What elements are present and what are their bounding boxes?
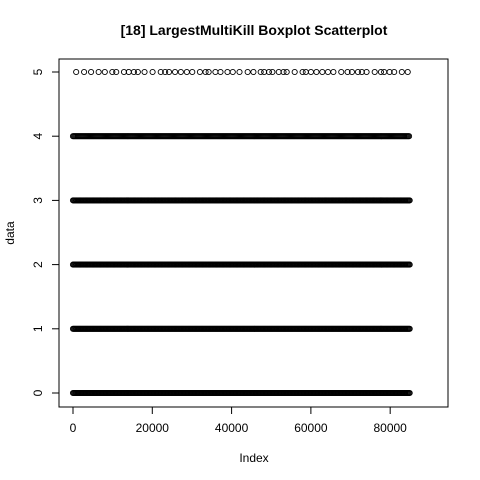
data-point (244, 68, 251, 76)
data-point (406, 197, 413, 204)
y-tick-label: 1 (31, 325, 45, 332)
data-point (250, 68, 257, 76)
data-point (371, 68, 378, 76)
plot-frame (58, 58, 449, 408)
data-point (157, 68, 164, 76)
data-point (109, 68, 116, 76)
data-point (404, 68, 411, 76)
data-point (165, 68, 173, 76)
data-point (313, 68, 320, 76)
data-point (73, 68, 80, 76)
x-tick-label: 40000 (215, 421, 249, 435)
data-point (269, 68, 276, 76)
data-point (265, 68, 273, 76)
data-point (386, 68, 393, 76)
data-point (338, 68, 345, 76)
data-point (113, 68, 120, 76)
x-tick-label: 20000 (136, 421, 170, 435)
data-point (363, 68, 370, 76)
data-point (224, 68, 231, 76)
data-point (405, 133, 413, 140)
data-point (354, 68, 362, 76)
data-point (141, 68, 148, 76)
data-point (229, 68, 236, 76)
data-point (324, 68, 332, 76)
data-point (381, 68, 388, 76)
data-point (177, 68, 184, 76)
data-point (406, 325, 413, 332)
data-point (377, 68, 384, 76)
data-point (212, 68, 219, 76)
data-point (348, 68, 356, 76)
data-point (95, 68, 102, 76)
data-point (406, 389, 413, 397)
data-point (196, 68, 203, 76)
data-point (205, 68, 212, 76)
data-point (391, 68, 398, 76)
data-point (217, 68, 224, 76)
data-point (236, 68, 243, 76)
data-point (162, 68, 169, 76)
data-point (275, 68, 282, 76)
data-point (183, 68, 190, 76)
data-points (69, 68, 413, 397)
y-tick-label: 3 (31, 197, 45, 204)
y-tick-label: 2 (31, 261, 45, 268)
data-point (189, 68, 196, 76)
y-tick-label: 5 (31, 68, 45, 75)
x-axis: 0 20000 40000 60000 80000 (70, 406, 410, 435)
y-axis: 0 1 2 3 4 5 (31, 68, 60, 396)
data-point (344, 68, 351, 76)
data-point (130, 68, 137, 76)
data-point (307, 68, 315, 76)
y-axis-label: data (3, 221, 17, 245)
data-point (330, 68, 337, 76)
data-point (283, 68, 290, 76)
data-point (101, 68, 108, 76)
chart-title: [18] LargestMultiKill Boxplot Scatterplo… (121, 22, 388, 38)
data-point (134, 68, 141, 76)
data-point (149, 68, 156, 76)
data-point (291, 68, 298, 76)
data-point (299, 68, 306, 76)
data-point (280, 68, 287, 76)
data-point (398, 68, 405, 76)
x-tick-label: 80000 (373, 421, 407, 435)
data-point (88, 68, 95, 76)
data-point (319, 68, 326, 76)
data-point (358, 68, 365, 76)
y-tick-label: 4 (31, 133, 45, 140)
y-tick-label: 0 (31, 389, 45, 396)
data-point (302, 68, 309, 76)
data-point (81, 68, 88, 76)
x-tick-label: 0 (70, 421, 77, 435)
x-tick-label: 60000 (294, 421, 328, 435)
data-point (202, 68, 209, 76)
x-axis-label: Index (239, 451, 268, 465)
data-point (406, 261, 413, 268)
data-point (257, 68, 264, 76)
data-point (171, 68, 179, 76)
